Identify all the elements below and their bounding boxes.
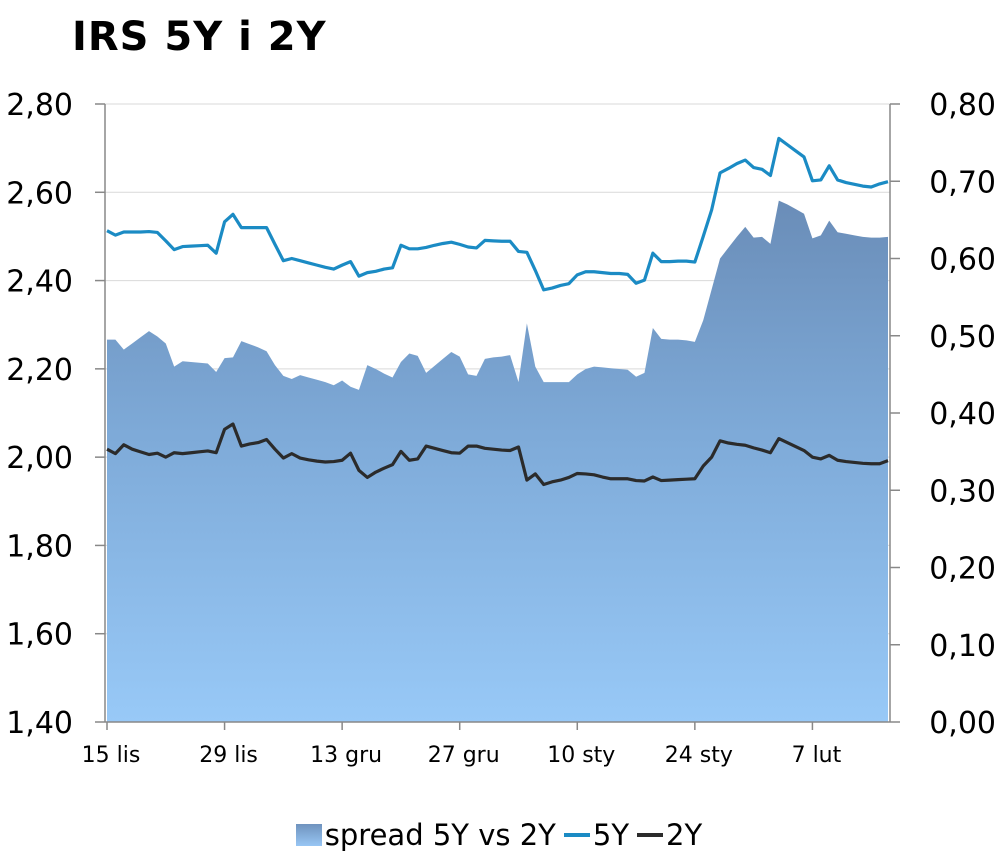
right-tick-label: 0,60 [929, 243, 996, 278]
x-tick-label: 10 sty [547, 743, 615, 768]
left-tick-label: 2,80 [6, 88, 73, 123]
right-tick-label: 0,00 [929, 706, 996, 741]
axes [95, 103, 900, 730]
left-tick-label: 1,40 [6, 706, 73, 741]
right-tick-label: 0,80 [929, 88, 996, 123]
x-tick-label: 7 lut [792, 743, 842, 768]
spread-area [107, 200, 888, 722]
legend-item-2y: 2Y [637, 818, 702, 852]
series-line-5y [106, 136, 889, 292]
right-tick-label: 0,30 [929, 474, 996, 509]
right-tick-label: 0,10 [929, 629, 996, 664]
legend-swatch-2y [637, 833, 664, 837]
left-tick-label: 2,00 [6, 441, 73, 476]
tick-labels: 1,40 1,60 1,80 2,00 2,20 2,40 2,60 2,80 0,00 0,10… [6, 88, 996, 768]
legend-label-spread: spread 5Y vs 2Y [324, 818, 556, 852]
left-tick-label: 2,40 [6, 265, 73, 300]
legend-item-spread: spread 5Y vs 2Y [295, 818, 556, 852]
legend: spread 5Y vs 2Y 5Y 2Y [0, 818, 998, 852]
right-tick-label: 0,20 [929, 552, 996, 587]
legend-label-5y: 5Y [592, 818, 630, 852]
left-tick-label: 2,60 [6, 176, 73, 211]
x-tick-label: 29 lis [199, 743, 258, 768]
left-tick-label: 1,60 [6, 618, 73, 653]
left-tick-label: 2,20 [6, 353, 73, 388]
right-tick-label: 0,50 [929, 320, 996, 355]
legend-swatch-spread [295, 824, 322, 846]
right-tick-label: 0,40 [929, 397, 996, 432]
spread-area-layer [107, 200, 888, 722]
x-tick-label: 13 gru [310, 743, 382, 768]
right-tick-label: 0,70 [929, 165, 996, 200]
x-tick-label: 27 gru [428, 743, 500, 768]
left-tick-label: 1,80 [6, 529, 73, 564]
legend-item-5y: 5Y [563, 818, 630, 852]
legend-label-2y: 2Y [666, 818, 703, 852]
x-tick-label: 15 lis [82, 743, 141, 768]
chart-title: IRS 5Y i 2Y [72, 14, 327, 60]
lines-layer [106, 136, 889, 487]
legend-swatch-5y [563, 833, 590, 837]
series-line-2y [106, 422, 889, 487]
x-tick-label: 24 sty [665, 743, 733, 768]
